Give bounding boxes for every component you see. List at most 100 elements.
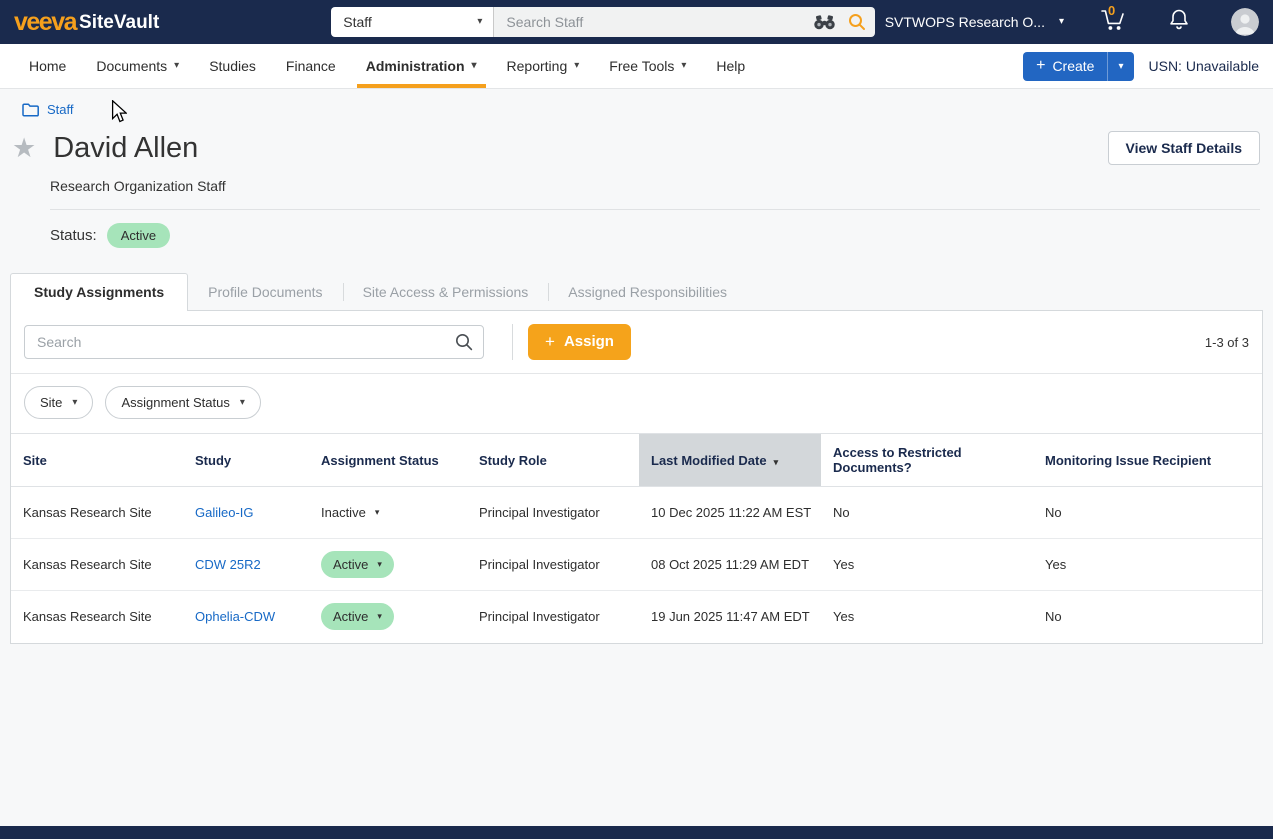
plus-icon: + bbox=[1036, 58, 1045, 74]
cell-monitoring-recipient: Yes bbox=[1033, 539, 1262, 591]
mouse-cursor bbox=[111, 100, 127, 123]
tab-label: Assigned Responsibilities bbox=[568, 284, 727, 300]
col-assignment-status[interactable]: Assignment Status bbox=[309, 434, 467, 487]
panel-toolbar: + Assign 1-3 of 3 bbox=[11, 311, 1262, 374]
tab[interactable]: Study Assignments bbox=[10, 273, 188, 311]
advanced-search-binoculars-icon[interactable] bbox=[813, 15, 836, 30]
cell-access-restricted: Yes bbox=[821, 591, 1033, 643]
notifications-bell-icon[interactable] bbox=[1169, 8, 1189, 36]
tab[interactable]: Site Access & Permissions bbox=[343, 274, 549, 310]
assignment-status-dropdown[interactable]: Active ▾ bbox=[321, 603, 394, 630]
assignment-status-value: Inactive bbox=[321, 505, 366, 520]
chevron-down-icon: ▾ bbox=[240, 398, 245, 408]
breadcrumb-staff-link[interactable]: Staff bbox=[47, 102, 74, 117]
nav-item-label: Reporting bbox=[507, 58, 568, 74]
chevron-down-icon: ▾ bbox=[1059, 17, 1064, 27]
org-selector[interactable]: SVTWOPS Research O... ▾ bbox=[885, 14, 1064, 30]
assignment-status-value: Active bbox=[333, 609, 368, 624]
bottom-bar bbox=[0, 826, 1273, 839]
assignment-status-dropdown[interactable]: Active ▾ bbox=[321, 551, 394, 578]
study-link[interactable]: Galileo-IG bbox=[195, 505, 254, 520]
cell-assignment-status: Active ▾ bbox=[309, 539, 467, 591]
filter-label: Assignment Status bbox=[121, 395, 229, 410]
filter-bar: Site ▾ Assignment Status ▾ bbox=[11, 374, 1262, 433]
filter-pill[interactable]: Site ▾ bbox=[24, 386, 93, 419]
tab[interactable]: Profile Documents bbox=[188, 274, 342, 310]
table-row: Kansas Research Site Ophelia-CDW Active … bbox=[11, 591, 1262, 643]
global-search: Staff ▾ bbox=[331, 7, 874, 37]
nav-item-label: Finance bbox=[286, 58, 336, 74]
chevron-down-icon: ▾ bbox=[377, 559, 382, 570]
cart-count-badge: 0 bbox=[1108, 3, 1115, 18]
title-row: ★ David Allen View Staff Details bbox=[0, 131, 1273, 165]
study-link[interactable]: CDW 25R2 bbox=[195, 557, 261, 572]
sitevault-wordmark: SiteVault bbox=[79, 13, 159, 32]
col-monitoring-recipient[interactable]: Monitoring Issue Recipient bbox=[1033, 434, 1262, 487]
col-site[interactable]: Site bbox=[11, 434, 183, 487]
status-row: Status: Active bbox=[50, 223, 1273, 248]
tab-label: Site Access & Permissions bbox=[363, 284, 529, 300]
user-avatar[interactable] bbox=[1231, 8, 1259, 36]
cell-study: Ophelia-CDW bbox=[183, 591, 309, 643]
nav-item-label: Free Tools bbox=[609, 58, 674, 74]
veeva-sitevault-logo[interactable]: veeva SiteVault bbox=[14, 10, 159, 35]
create-button[interactable]: + Create ▾ bbox=[1023, 52, 1133, 81]
col-study[interactable]: Study bbox=[183, 434, 309, 487]
cell-last-modified: 08 Oct 2025 11:29 AM EDT bbox=[639, 539, 821, 591]
cell-study-role: Principal Investigator bbox=[467, 591, 639, 643]
create-dropdown-toggle[interactable]: ▾ bbox=[1108, 61, 1133, 72]
study-assignments-table: Site Study Assignment Status Study Role … bbox=[11, 433, 1262, 643]
col-last-modified-date[interactable]: Last Modified Date▾ bbox=[639, 434, 821, 487]
tab-label: Study Assignments bbox=[34, 284, 164, 300]
assign-button-label: Assign bbox=[564, 333, 614, 350]
global-search-field bbox=[494, 7, 874, 37]
table-row: Kansas Research Site Galileo-IG Inactive… bbox=[11, 487, 1262, 539]
nav-item[interactable]: Administration ▾ bbox=[351, 44, 492, 88]
nav-item[interactable]: Documents ▾ bbox=[81, 44, 194, 88]
col-access-restricted[interactable]: Access to Restricted Documents? bbox=[821, 434, 1033, 487]
table-body: Kansas Research Site Galileo-IG Inactive… bbox=[11, 487, 1262, 643]
filter-pill[interactable]: Assignment Status ▾ bbox=[105, 386, 260, 419]
view-staff-details-button[interactable]: View Staff Details bbox=[1108, 131, 1260, 165]
study-link[interactable]: Ophelia-CDW bbox=[195, 609, 275, 624]
cell-study-role: Principal Investigator bbox=[467, 539, 639, 591]
chevron-down-icon: ▾ bbox=[72, 398, 77, 408]
page-subtitle: Research Organization Staff bbox=[50, 178, 1273, 194]
cell-site: Kansas Research Site bbox=[11, 539, 183, 591]
table-search bbox=[24, 325, 484, 359]
favorite-star-icon[interactable]: ★ bbox=[12, 135, 36, 162]
cell-study: Galileo-IG bbox=[183, 487, 309, 539]
cell-site: Kansas Research Site bbox=[11, 487, 183, 539]
search-icon bbox=[455, 333, 473, 351]
tab-label: Profile Documents bbox=[208, 284, 322, 300]
cell-monitoring-recipient: No bbox=[1033, 591, 1262, 643]
cell-last-modified: 10 Dec 2025 11:22 AM EST bbox=[639, 487, 821, 539]
nav-item[interactable]: Reporting ▾ bbox=[492, 44, 595, 88]
chevron-down-icon: ▾ bbox=[472, 61, 477, 71]
global-search-input[interactable] bbox=[506, 14, 800, 30]
assignment-status-dropdown[interactable]: Inactive ▾ bbox=[321, 505, 379, 520]
tab[interactable]: Assigned Responsibilities bbox=[548, 274, 747, 310]
nav-item[interactable]: Finance ▾ bbox=[271, 44, 351, 88]
nav-item-label: Studies bbox=[209, 58, 256, 74]
status-label: Status: bbox=[50, 227, 97, 244]
nav-item[interactable]: Studies ▾ bbox=[194, 44, 271, 88]
table-search-input[interactable] bbox=[24, 325, 484, 359]
sort-desc-icon: ▾ bbox=[774, 457, 779, 467]
status-badge: Active bbox=[107, 223, 170, 248]
study-assignments-panel: + Assign 1-3 of 3 Site ▾ Assignment Stat… bbox=[10, 310, 1263, 644]
search-submit-icon[interactable] bbox=[848, 13, 866, 31]
chevron-down-icon: ▾ bbox=[681, 61, 686, 71]
cart-icon[interactable]: 0 bbox=[1100, 7, 1127, 37]
nav-item[interactable]: Home ▾ bbox=[14, 44, 81, 88]
nav-item[interactable]: Free Tools ▾ bbox=[594, 44, 701, 88]
assignment-status-value: Active bbox=[333, 557, 368, 572]
nav-item[interactable]: Help ▾ bbox=[701, 44, 760, 88]
breadcrumb: Staff bbox=[0, 89, 1273, 117]
cell-access-restricted: Yes bbox=[821, 539, 1033, 591]
assign-button[interactable]: + Assign bbox=[528, 324, 631, 360]
chevron-down-icon: ▾ bbox=[377, 611, 382, 622]
search-scope-select[interactable]: Staff ▾ bbox=[331, 7, 494, 37]
main-navbar: Home ▾ Documents ▾ Studies ▾ Finance ▾ A… bbox=[0, 44, 1273, 89]
col-study-role[interactable]: Study Role bbox=[467, 434, 639, 487]
